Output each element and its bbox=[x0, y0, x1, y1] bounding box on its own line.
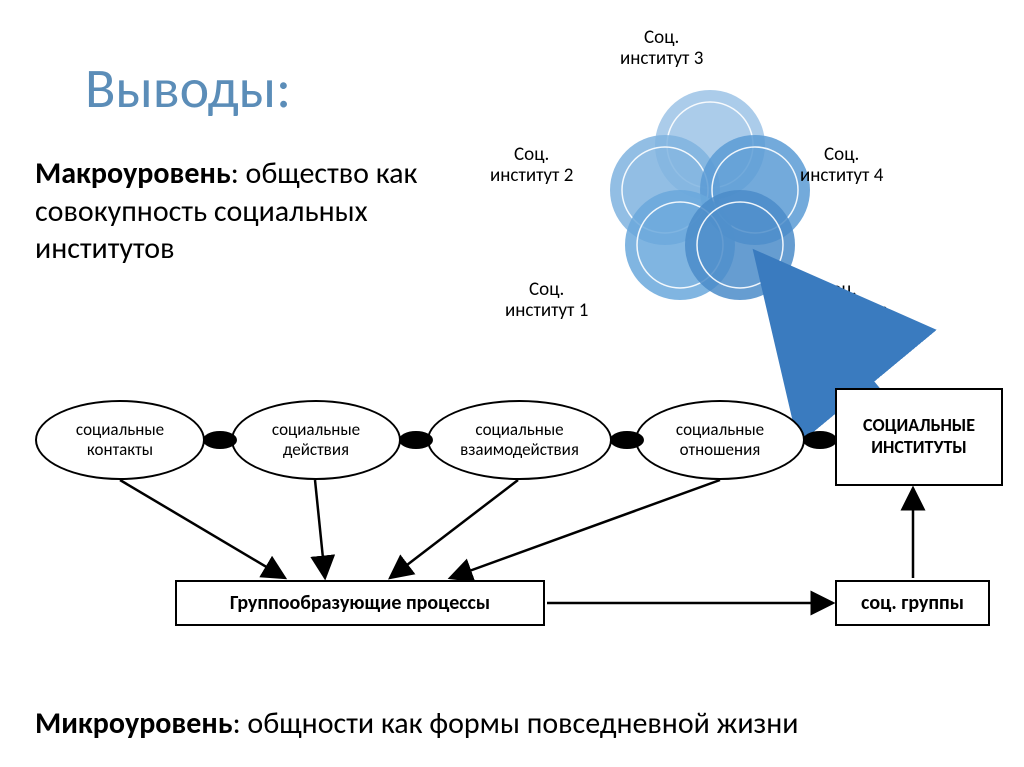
flow-oval: социальныеотношения bbox=[635, 400, 805, 480]
flow-oval: социальныедействия bbox=[231, 400, 401, 480]
social-institutes-label: СОЦИАЛЬНЫЕИНСТИТУТЫ bbox=[863, 415, 975, 458]
micro-level-text: Микроуровень: общности как формы повседн… bbox=[35, 705, 799, 742]
macro-bold: Макроуровень bbox=[35, 155, 231, 192]
page-title: Выводы: bbox=[85, 55, 291, 123]
connector-dot bbox=[203, 431, 237, 449]
connector-dot bbox=[610, 431, 644, 449]
venn-label: Соц.институт 2 bbox=[490, 145, 573, 187]
group-processes-label: Группообразующие процессы bbox=[230, 591, 490, 615]
flowchart: социальныеконтакты социальныедействия соци… bbox=[20, 380, 1004, 660]
group-processes-box: Группообразующие процессы bbox=[175, 580, 545, 626]
flow-oval: социальныеконтакты bbox=[35, 400, 205, 480]
soc-groups-box: соц. группы bbox=[835, 580, 990, 626]
social-institutes-box: СОЦИАЛЬНЫЕИНСТИТУТЫ bbox=[835, 388, 1003, 486]
connector-dot bbox=[399, 431, 433, 449]
micro-rest: : общности как формы повседневной жизни bbox=[233, 705, 799, 742]
venn-label: Соц.институт 1 bbox=[505, 280, 588, 322]
connector-dot bbox=[803, 431, 837, 449]
venn-label: Соц.институт ...n bbox=[790, 280, 888, 322]
flow-oval: социальныевзаимодействия bbox=[427, 400, 612, 480]
soc-groups-label: соц. группы bbox=[861, 591, 964, 615]
micro-bold: Микроуровень bbox=[35, 705, 233, 742]
venn-label: Соц.институт 4 bbox=[800, 145, 883, 187]
macro-level-text: Макроуровень: общество как совокупность … bbox=[35, 155, 455, 268]
venn-label: Соц.институт 3 bbox=[620, 28, 703, 70]
